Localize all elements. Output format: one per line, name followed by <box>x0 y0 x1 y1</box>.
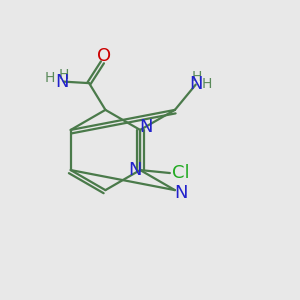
Text: Cl: Cl <box>172 164 190 182</box>
Text: N: N <box>56 73 69 91</box>
Text: N: N <box>189 75 202 93</box>
Text: N: N <box>140 118 153 136</box>
Text: H: H <box>58 68 69 82</box>
Text: H: H <box>192 70 202 84</box>
Text: H: H <box>45 71 56 85</box>
Text: H: H <box>202 77 212 91</box>
Text: N: N <box>174 184 188 202</box>
Text: N: N <box>128 161 142 179</box>
Text: O: O <box>97 47 111 65</box>
